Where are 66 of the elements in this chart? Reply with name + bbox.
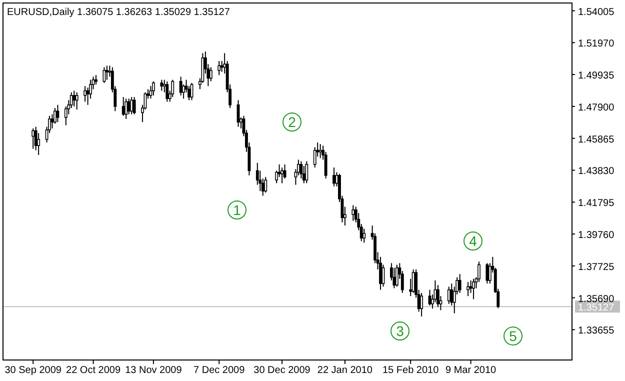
annotation: 3 — [396, 323, 404, 339]
candlestick — [179, 76, 182, 96]
candlestick — [160, 79, 164, 92]
candlestick — [84, 86, 87, 102]
candlestick — [313, 146, 316, 168]
candlestick — [436, 284, 440, 308]
candlestick — [305, 160, 308, 184]
candlestick — [264, 176, 268, 194]
candlestick — [72, 90, 76, 107]
y-tick-label: 1.41795 — [578, 198, 615, 210]
candlestick — [352, 204, 355, 222]
y-tick-label: 1.33655 — [578, 326, 615, 337]
annotation: 2 — [288, 114, 296, 130]
candlestick — [166, 80, 169, 102]
candlestick — [171, 79, 174, 98]
candlestick — [218, 60, 221, 76]
candlestick — [105, 65, 108, 80]
candlestick — [280, 167, 284, 184]
candlestick — [379, 256, 382, 290]
x-tick-label: 30 Sep 2009 — [4, 365, 62, 376]
x-tick-label: 15 Feb 2010 — [382, 365, 440, 376]
candlestick — [466, 281, 470, 297]
y-tick-label: 1.54005 — [578, 6, 615, 18]
annotation: 5 — [509, 328, 518, 344]
candlestick — [32, 128, 35, 150]
annotation: 4 — [469, 233, 478, 249]
candlestick — [209, 66, 212, 82]
candlestick — [332, 167, 336, 187]
candlestick — [102, 66, 106, 84]
candlestick — [132, 96, 136, 115]
x-tick-label: 13 Nov 2009 — [125, 365, 182, 376]
candlestick — [54, 108, 56, 124]
candlestick — [362, 228, 366, 244]
candlestick — [152, 80, 155, 96]
candlestick — [124, 98, 128, 120]
y-tick-label: 1.35690 — [578, 294, 615, 305]
chart-title: EURUSD,Daily 1.36075 1.36263 1.35029 1.35127 — [7, 7, 230, 18]
x-tick-label: 30 Dec 2009 — [254, 365, 311, 376]
candlestick — [395, 264, 398, 288]
candlestick — [420, 292, 424, 317]
ref-line-label: 1.35127 — [578, 302, 615, 314]
annotation: 1 — [233, 202, 242, 218]
y-tick-label: 1.37725 — [578, 262, 615, 273]
candlestick — [486, 262, 489, 284]
y-tick-label: 1.51970 — [578, 38, 615, 50]
x-tick-label: 22 Oct 2009 — [66, 365, 121, 376]
candlestick — [56, 104, 60, 123]
y-tick-label: 1.39760 — [578, 230, 615, 241]
x-tick-label: 9 Mar 2010 — [445, 365, 497, 376]
x-tick-label: 7 Dec 2009 — [194, 365, 246, 376]
y-tick-label: 1.47900 — [578, 102, 615, 114]
y-tick-label: 1.45865 — [578, 134, 615, 146]
x-tick-label: 22 Jan 2010 — [317, 365, 373, 376]
candlestick — [300, 160, 303, 180]
candlestick — [94, 74, 98, 85]
y-tick-label: 1.49935 — [578, 70, 615, 82]
candlestick — [458, 274, 462, 294]
candlestick — [428, 289, 432, 306]
candlestick — [472, 278, 475, 300]
y-tick-label: 1.43830 — [578, 166, 615, 178]
candlestick — [130, 96, 134, 115]
candlestick — [75, 92, 78, 110]
candlestick — [50, 114, 54, 129]
candlestick — [392, 267, 396, 289]
candlestick — [318, 144, 322, 159]
candlestick — [34, 126, 38, 151]
